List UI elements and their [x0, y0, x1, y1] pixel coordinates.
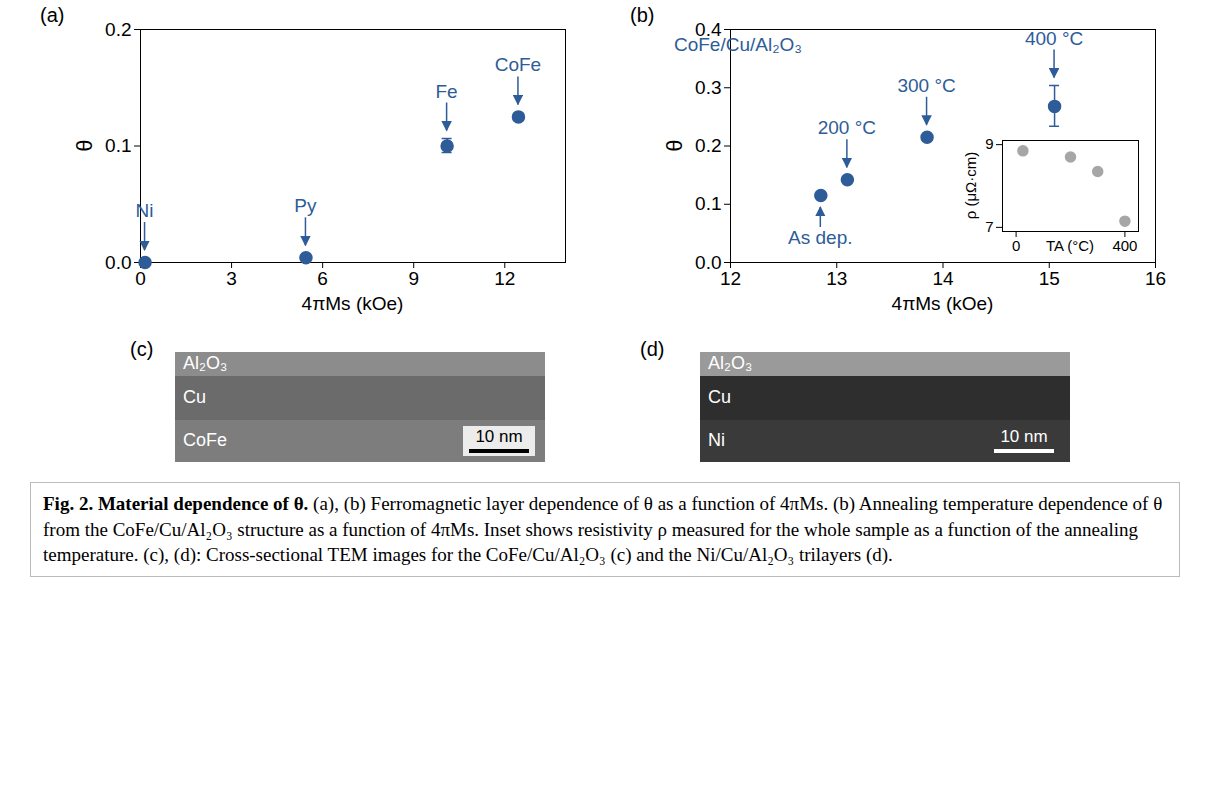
html-text:CoFe: CoFe: [183, 430, 227, 451]
html-text:Cu: Cu: [183, 387, 206, 408]
svg-text:As dep.: As dep.: [788, 227, 852, 248]
svg-text:Py: Py: [294, 195, 317, 216]
svg-text:12: 12: [720, 268, 741, 289]
svg-text:0: 0: [1012, 237, 1020, 254]
html-text:Al₂O₃: Al₂O₃: [183, 353, 228, 374]
svg-text:200 °C: 200 °C: [818, 117, 876, 138]
html-text:10 nm: 10 nm: [1000, 427, 1048, 446]
svg-text:CoFe/Cu/Al₂O₃: CoFe/Cu/Al₂O₃: [674, 34, 802, 55]
svg-text:0.4: 0.4: [695, 18, 722, 40]
svg-text:0.0: 0.0: [695, 252, 721, 273]
svg-text:θ: θ: [662, 139, 687, 151]
svg-text:3: 3: [226, 268, 237, 289]
svg-text:14: 14: [932, 268, 954, 289]
svg-text:0: 0: [135, 268, 146, 289]
svg-text:θ: θ: [72, 139, 97, 151]
html-text:(b): (b): [630, 4, 655, 26]
html-text:10 nm: 10 nm: [475, 427, 523, 446]
html-text:(d): (d): [640, 338, 665, 360]
svg-text:4πMs (kOe): 4πMs (kOe): [892, 293, 994, 314]
svg-text:TA (°C): TA (°C): [1046, 237, 1094, 254]
svg-text:16: 16: [1145, 268, 1166, 289]
svg-text:0.0: 0.0: [105, 252, 131, 273]
svg-text:0.1: 0.1: [105, 135, 131, 156]
html-text:Cu: Cu: [708, 387, 731, 408]
svg-text:Ni: Ni: [136, 200, 154, 221]
svg-text:4πMs (kOe): 4πMs (kOe): [302, 293, 404, 314]
html-text:Fig. 2. Material dependence of: Fig. 2. Material dependence of θ. (a), (…: [43, 493, 1163, 566]
svg-text:15: 15: [1039, 268, 1060, 289]
html-text:(c): (c): [130, 338, 154, 360]
svg-text:300 °C: 300 °C: [897, 75, 955, 96]
svg-text:CoFe: CoFe: [495, 54, 541, 75]
svg-text:9: 9: [985, 135, 993, 152]
svg-text:Fe: Fe: [436, 81, 458, 102]
svg-text:ρ (μΩ·cm): ρ (μΩ·cm): [962, 152, 979, 220]
svg-text:9: 9: [408, 268, 419, 289]
svg-text:13: 13: [826, 268, 847, 289]
svg-text:6: 6: [317, 268, 328, 289]
svg-text:7: 7: [985, 218, 993, 235]
html-text:Ni: Ni: [708, 430, 725, 451]
svg-text:400 °C: 400 °C: [1025, 28, 1083, 49]
svg-text:0.2: 0.2: [105, 19, 131, 40]
svg-text:12: 12: [494, 268, 515, 289]
svg-text:400: 400: [1112, 237, 1137, 254]
html-text:(a): (a): [40, 4, 65, 26]
svg-text:0.1: 0.1: [695, 193, 721, 214]
html-text:Al₂O₃: Al₂O₃: [708, 353, 753, 374]
svg-text:0.2: 0.2: [695, 135, 721, 156]
svg-text:0.3: 0.3: [695, 77, 721, 98]
